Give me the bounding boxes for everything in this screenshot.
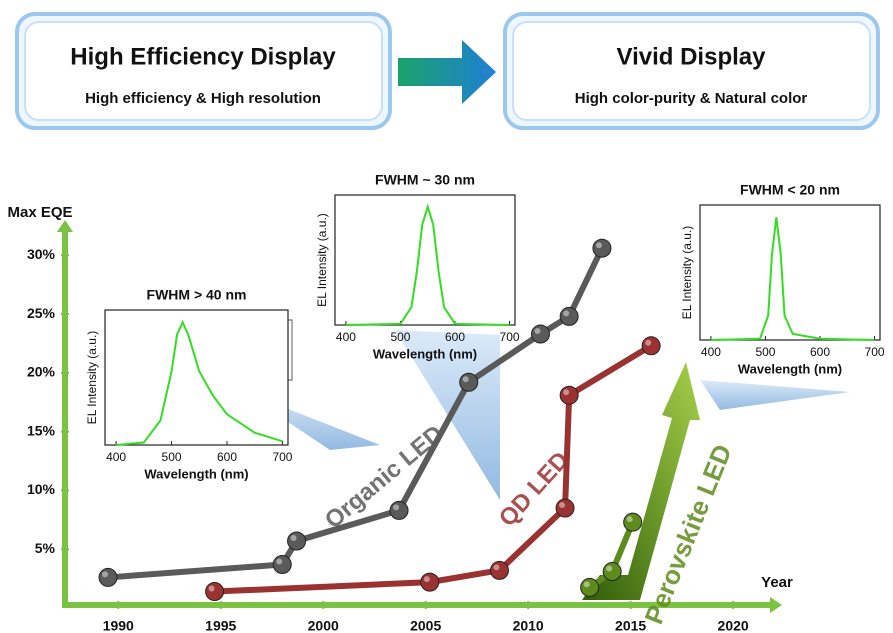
data-point-highlight [563, 310, 570, 317]
x-tick-label: 500 [390, 330, 410, 344]
data-point-highlight [626, 516, 633, 523]
header-subtitle: High color-purity & Natural color [575, 90, 808, 107]
data-point-highlight [290, 534, 297, 541]
x-tick-label: 2000 [308, 618, 339, 633]
data-point-highlight [606, 565, 613, 572]
x-tick-label: 400 [701, 345, 721, 359]
data-point [580, 577, 600, 597]
data-point [389, 500, 409, 520]
beam [395, 330, 500, 500]
series-label: QD LED [494, 447, 575, 532]
y-axis-title: Max EQE [7, 204, 72, 221]
data-point-highlight [534, 328, 541, 335]
x-tick-label: 400 [336, 330, 356, 344]
x-tick-label: 700 [500, 330, 520, 344]
x-tick-label: 2015 [615, 618, 646, 633]
data-point [489, 560, 509, 580]
y-axis-arrow [57, 220, 73, 232]
data-point-highlight [645, 339, 652, 346]
data-point [623, 512, 643, 532]
beam [700, 380, 850, 410]
data-point [287, 531, 307, 551]
x-tick-label: 2005 [410, 618, 441, 633]
data-point [641, 336, 661, 356]
data-point [205, 582, 225, 602]
inset-title: FWHM ~ 30 nm [375, 172, 475, 188]
data-point-highlight [493, 564, 500, 571]
x-tick-label: 600 [810, 345, 830, 359]
spectrum-line [345, 203, 510, 326]
data-point-highlight [583, 581, 590, 588]
data-point [602, 562, 622, 582]
data-point [559, 385, 579, 405]
inset-x-title: Wavelength (nm) [373, 346, 477, 361]
y-tick-label: 10% [27, 481, 56, 497]
x-tick-label: 400 [106, 450, 126, 464]
data-point [459, 372, 479, 392]
inset-x-title: Wavelength (nm) [144, 466, 248, 481]
y-tick-label: 20% [27, 364, 56, 380]
data-point [272, 554, 292, 574]
x-tick-label: 2010 [513, 618, 544, 633]
series-line [214, 343, 653, 595]
data-point [98, 567, 118, 587]
data-point-highlight [102, 571, 109, 578]
data-point [555, 498, 575, 518]
data-point-highlight [559, 502, 566, 509]
y-tick-label: 30% [27, 246, 56, 262]
data-point [420, 572, 440, 592]
transition-arrow [398, 40, 496, 104]
spectrum-line [116, 319, 283, 446]
data-point-highlight [423, 576, 430, 583]
header-box-inner [24, 21, 383, 121]
inset-frame [104, 309, 289, 446]
x-tick-label: 600 [217, 450, 237, 464]
x-axis-arrow [770, 597, 782, 613]
header-title: Vivid Display [617, 43, 767, 70]
data-point-highlight [462, 376, 469, 383]
inset-y-title: EL Intensity (a.u.) [85, 331, 99, 425]
inset-y-title: EL Intensity (a.u.) [315, 213, 329, 307]
spectrum-line [710, 217, 875, 341]
inset-frame [699, 204, 881, 341]
inset-x-title: Wavelength (nm) [738, 361, 842, 376]
data-point [530, 324, 550, 344]
header-subtitle: High efficiency & High resolution [85, 90, 321, 107]
x-tick-label: 700 [272, 450, 292, 464]
inset-title: FWHM < 20 nm [740, 182, 840, 198]
data-point [592, 238, 612, 258]
inset-y-title: EL Intensity (a.u.) [680, 226, 694, 320]
y-tick-label: 15% [27, 422, 56, 438]
x-tick-label: 500 [755, 345, 775, 359]
data-point [559, 306, 579, 326]
x-tick-label: 600 [445, 330, 465, 344]
header-box-inner [512, 21, 871, 121]
x-tick-label: 1995 [205, 618, 236, 633]
x-tick-label: 2020 [718, 618, 749, 633]
data-point-highlight [563, 389, 570, 396]
data-point-highlight [208, 585, 215, 592]
data-point-highlight [595, 242, 602, 249]
header-title: High Efficiency Display [70, 43, 336, 70]
y-tick-label: 25% [27, 305, 56, 321]
perovskite-arrow [582, 362, 700, 600]
inset-title: FWHM > 40 nm [147, 287, 247, 303]
x-tick-label: 500 [162, 450, 182, 464]
data-point-highlight [276, 558, 283, 565]
x-tick-label: 700 [865, 345, 885, 359]
y-tick-label: 5% [35, 540, 56, 556]
x-tick-label: 1990 [103, 618, 134, 633]
x-axis-title: Year [761, 574, 793, 591]
data-point-highlight [393, 504, 400, 511]
